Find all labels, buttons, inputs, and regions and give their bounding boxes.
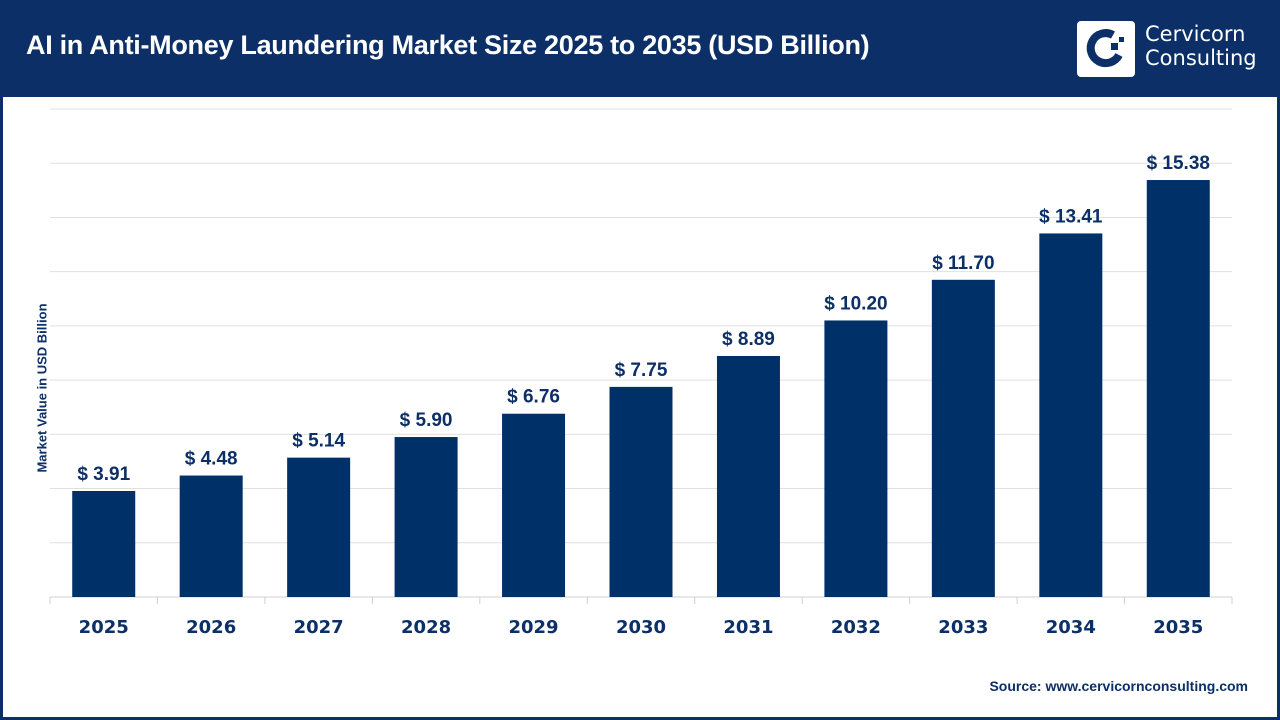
x-tick-label-2029: 2029 bbox=[508, 617, 558, 638]
bar-2033 bbox=[931, 279, 995, 597]
x-tick-label-2028: 2028 bbox=[401, 617, 451, 638]
y-axis-label: Market Value in USD Billion bbox=[34, 303, 50, 473]
source-note: Source: www.cervicornconsulting.com bbox=[989, 678, 1248, 694]
bar-2030 bbox=[609, 386, 673, 597]
bar-2028 bbox=[394, 437, 458, 597]
data-label-2027: $ 5.14 bbox=[292, 431, 345, 452]
data-label-2033: $ 11.70 bbox=[932, 253, 994, 274]
bar-2025 bbox=[72, 490, 136, 597]
bar-2027 bbox=[287, 457, 351, 597]
data-label-2032: $ 10.20 bbox=[824, 293, 887, 314]
x-tick-label-2032: 2032 bbox=[831, 617, 881, 638]
data-label-2026: $ 4.48 bbox=[185, 449, 238, 470]
x-tick-label-2031: 2031 bbox=[723, 617, 773, 638]
x-tick-label-2025: 2025 bbox=[79, 617, 129, 638]
data-label-2028: $ 5.90 bbox=[400, 410, 453, 431]
data-label-2025: $ 3.91 bbox=[77, 464, 130, 485]
logo-line1: Cervicorn bbox=[1145, 22, 1246, 46]
bar-2034 bbox=[1039, 233, 1103, 597]
logo-text: Cervicorn Consulting bbox=[1145, 22, 1257, 70]
data-label-2034: $ 13.41 bbox=[1039, 206, 1103, 227]
chart-title: AI in Anti-Money Laundering Market Size … bbox=[26, 30, 870, 60]
bar-2035 bbox=[1146, 180, 1210, 597]
x-tick-label-2035: 2035 bbox=[1153, 617, 1203, 638]
data-label-2035: $ 15.38 bbox=[1147, 153, 1210, 174]
x-tick-label-2030: 2030 bbox=[616, 617, 666, 638]
logo-line2: Consulting bbox=[1145, 46, 1257, 70]
bar-2029 bbox=[502, 413, 566, 597]
x-tick-label-2027: 2027 bbox=[294, 617, 344, 638]
cervicorn-logo-icon bbox=[1077, 21, 1135, 77]
x-tick-label-2026: 2026 bbox=[186, 617, 236, 638]
data-label-2029: $ 6.76 bbox=[507, 387, 560, 408]
header-banner: AI in Anti-Money Laundering Market Size … bbox=[0, 0, 1280, 97]
data-label-2030: $ 7.75 bbox=[615, 360, 668, 381]
bar-2026 bbox=[179, 475, 243, 597]
bar-2032 bbox=[824, 320, 888, 597]
bar-2031 bbox=[716, 355, 780, 597]
data-label-2031: $ 8.89 bbox=[722, 329, 775, 350]
x-tick-label-2033: 2033 bbox=[938, 617, 988, 638]
x-tick-label-2034: 2034 bbox=[1046, 617, 1096, 638]
